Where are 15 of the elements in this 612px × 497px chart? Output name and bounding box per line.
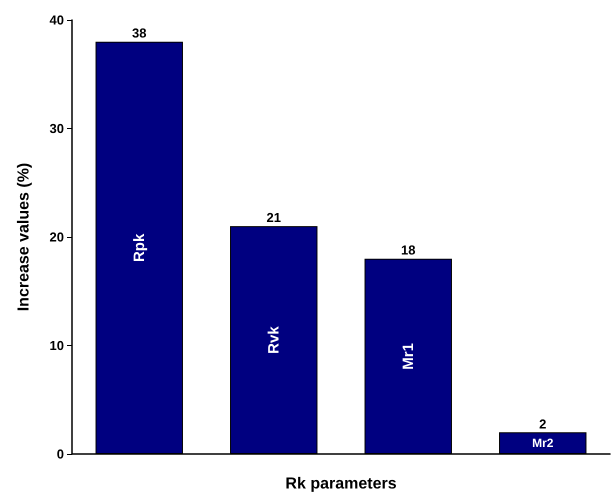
data-label: 21 [266, 210, 281, 226]
x-tick-label: Rpk [130, 233, 148, 262]
y-tick-label: 40 [50, 12, 64, 28]
x-axis-title: Rk parameters [285, 476, 397, 492]
y-axis-title: Increase values (%) [16, 162, 32, 312]
data-label: 2 [539, 416, 546, 432]
y-tick-label: 20 [50, 230, 64, 244]
x-tick-label: Rvk [265, 326, 282, 354]
y-tick-label: 30 [50, 121, 64, 136]
y-tick-label: 10 [50, 338, 64, 353]
x-tick-label: Mr2 [532, 436, 554, 450]
y-tick-label: 0 [56, 446, 64, 462]
data-label: 18 [401, 242, 416, 258]
x-tick-label: Mr1 [400, 343, 417, 370]
data-label: 38 [132, 26, 146, 41]
